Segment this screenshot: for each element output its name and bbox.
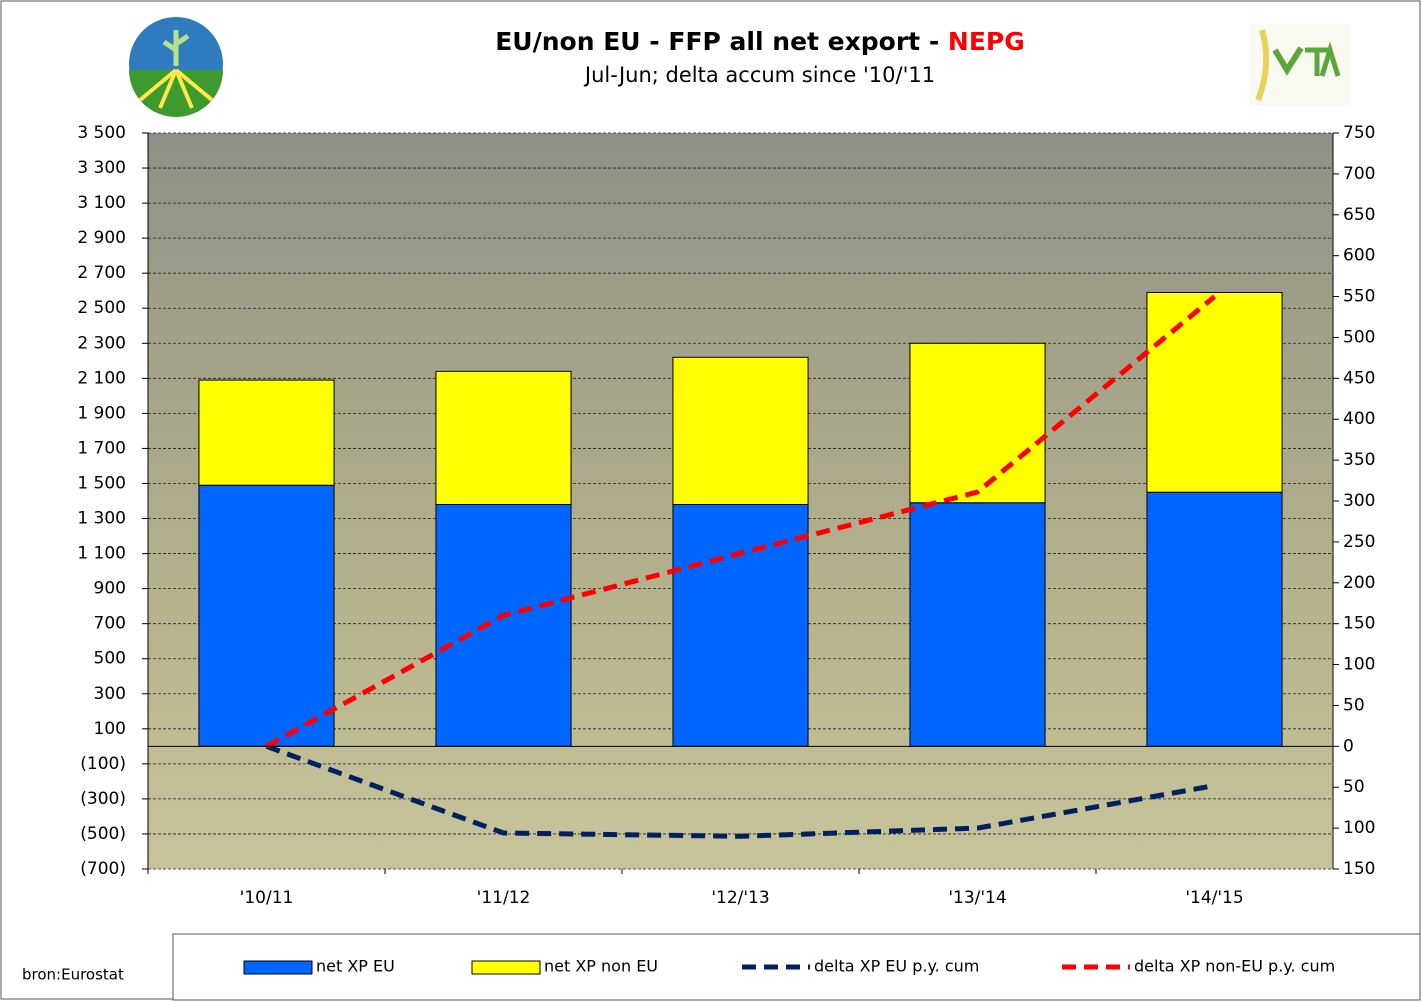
- y-tick-label: 3 300: [77, 158, 126, 178]
- y2-tick-label: 200: [1343, 573, 1375, 593]
- bar: [199, 380, 334, 485]
- x-tick-label: '10/11: [240, 888, 294, 908]
- title-text: EU/non EU - FFP all net export -: [495, 27, 939, 56]
- bar: [1147, 292, 1282, 492]
- x-tick-label: '11/12: [477, 888, 531, 908]
- y2-tick-label: 700: [1343, 164, 1375, 184]
- legend-swatch: [244, 961, 312, 974]
- y2-tick-label: 250: [1343, 532, 1375, 552]
- y-tick-label: 2 700: [77, 263, 126, 283]
- y-tick-label: 1 300: [77, 509, 126, 529]
- legend-label: net XP EU: [316, 957, 395, 976]
- chart-subtitle: Jul-Jun; delta accum since '10/'11: [583, 63, 935, 87]
- legend-swatch: [472, 961, 540, 974]
- y2-tick-label: 750: [1343, 123, 1375, 143]
- y2-tick-label: 300: [1343, 491, 1375, 511]
- y-tick-label: 100: [94, 719, 126, 739]
- legend-label: delta XP EU p.y. cum: [814, 957, 979, 976]
- chart-title: EU/non EU - FFP all net export - NEPG: [495, 27, 1025, 56]
- y2-tick-label: 350: [1343, 450, 1375, 470]
- title-highlight: NEPG: [948, 27, 1025, 56]
- y-tick-label: 2 300: [77, 333, 126, 353]
- x-tick-label: '14/'15: [1185, 888, 1243, 908]
- y-tick-label: 2 900: [77, 228, 126, 248]
- bar: [436, 505, 571, 747]
- y-tick-label: 500: [94, 649, 126, 669]
- y-tick-label: (300): [80, 789, 126, 809]
- y-tick-label: 1 900: [77, 403, 126, 423]
- y-tick-label: 2 500: [77, 298, 126, 318]
- bar: [199, 485, 334, 746]
- y2-tick-label: 100: [1343, 655, 1375, 675]
- y2-tick-label: 450: [1343, 368, 1375, 388]
- y-tick-label: 1 100: [77, 544, 126, 564]
- logo-left: [129, 17, 223, 117]
- logo-right: [1250, 24, 1350, 106]
- y2-tick-label: 150: [1343, 614, 1375, 634]
- x-tick-label: '12/'13: [711, 888, 769, 908]
- y-tick-label: 3 100: [77, 193, 126, 213]
- y-tick-label: (100): [80, 754, 126, 774]
- chart: EU/non EU - FFP all net export - NEPG Ju…: [0, 0, 1422, 1002]
- bar: [436, 371, 571, 504]
- y-tick-label: 2 100: [77, 368, 126, 388]
- y-tick-label: 3 500: [77, 123, 126, 143]
- y2-tick-label: 650: [1343, 205, 1375, 225]
- y2-tick-label: 600: [1343, 246, 1375, 266]
- y2-tick-label: 500: [1343, 327, 1375, 347]
- source-note: bron:Eurostat: [22, 966, 124, 984]
- bar: [910, 343, 1045, 502]
- bar: [1147, 492, 1282, 746]
- y2-tick-label: 50: [1343, 777, 1365, 797]
- y-tick-label: (700): [80, 859, 126, 879]
- bar: [673, 505, 808, 747]
- y2-tick-label: 100: [1343, 818, 1375, 838]
- legend-label: delta XP non-EU p.y. cum: [1134, 957, 1335, 976]
- y-tick-label: 1 700: [77, 438, 126, 458]
- y-tick-label: 900: [94, 579, 126, 599]
- y2-tick-label: 150: [1343, 859, 1375, 879]
- y-tick-label: (500): [80, 824, 126, 844]
- x-tick-label: '13/'14: [948, 888, 1006, 908]
- y-tick-label: 700: [94, 614, 126, 634]
- y2-tick-label: 400: [1343, 409, 1375, 429]
- legend-label: net XP non EU: [544, 957, 658, 976]
- y2-tick-label: 0: [1343, 736, 1354, 756]
- y-tick-label: 300: [94, 684, 126, 704]
- bar: [673, 357, 808, 504]
- y-tick-label: 1 500: [77, 473, 126, 493]
- bar: [910, 503, 1045, 747]
- y2-tick-label: 50: [1343, 695, 1365, 715]
- y2-tick-label: 550: [1343, 287, 1375, 307]
